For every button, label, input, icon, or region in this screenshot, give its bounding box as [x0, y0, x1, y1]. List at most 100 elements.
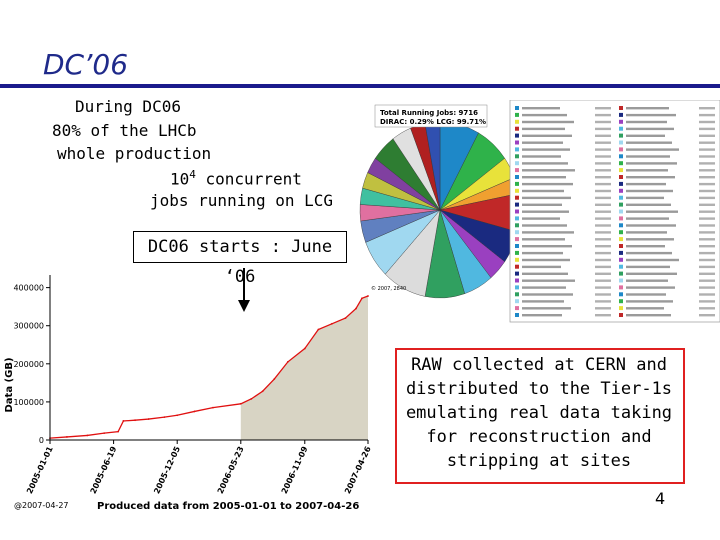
legend-swatch — [619, 244, 623, 248]
intro-exponent: 4 — [189, 168, 196, 181]
legend-value-mark — [595, 258, 611, 262]
legend-label-mark — [626, 127, 674, 131]
legend-value-mark — [595, 196, 611, 200]
intro-line-1: During DC06 — [75, 97, 181, 116]
legend-label-mark — [522, 217, 560, 220]
legend-swatch — [619, 147, 623, 152]
legend-value-mark — [699, 245, 715, 248]
legend-label-mark — [626, 203, 671, 206]
legend-value-mark — [595, 155, 611, 158]
legend-value-mark — [699, 189, 715, 193]
legend-value-mark — [699, 251, 715, 255]
legend-swatch — [515, 313, 519, 317]
y-tick-label: 0 — [39, 436, 44, 445]
legend-value-mark — [699, 238, 715, 241]
legend-value-mark — [595, 265, 611, 269]
legend-swatch — [619, 195, 623, 200]
title-rule — [0, 84, 720, 88]
legend-label-mark — [522, 155, 561, 158]
x-tick-label: 2006-11-09 — [280, 445, 310, 496]
legend-swatch — [515, 106, 519, 110]
legend-value-mark — [699, 203, 715, 206]
raw-note-box — [395, 348, 685, 484]
legend-label-mark — [626, 265, 670, 269]
legend-value-mark — [595, 148, 611, 151]
raw-note-line: emulating real data taking — [405, 403, 673, 423]
legend-value-mark — [595, 279, 611, 282]
produced-data-area — [240, 296, 368, 440]
x-tick-label: 2005-01-01 — [25, 445, 55, 496]
legend-value-mark — [595, 162, 611, 165]
legend-swatch — [619, 292, 623, 297]
legend-swatch — [515, 195, 519, 200]
legend-value-mark — [595, 238, 611, 241]
legend-value-mark — [699, 162, 715, 165]
pie-stamp: © 2007, 2840 — [371, 285, 406, 292]
legend-label-mark — [522, 196, 571, 200]
site-legend-rows — [515, 106, 715, 317]
legend-label-mark — [522, 258, 570, 262]
legend-swatch — [619, 209, 623, 214]
legend-label-mark — [522, 245, 572, 248]
legend-value-mark — [699, 293, 715, 296]
legend-value-mark — [699, 155, 715, 158]
legend-swatch — [619, 285, 623, 290]
intro-base: 10 — [170, 169, 190, 189]
pie-subtitle: DIRAC: 0.29% LCG: 99.71% — [380, 118, 486, 126]
intro-rest: concurrent — [195, 169, 302, 189]
legend-swatch — [619, 230, 623, 235]
legend-label-mark — [626, 272, 677, 275]
legend-label-mark — [522, 251, 563, 255]
legend-label-mark — [626, 217, 669, 220]
legend-value-mark — [699, 148, 715, 151]
legend-swatch — [515, 278, 519, 283]
legend-value-mark — [699, 134, 715, 137]
legend-swatch — [515, 223, 519, 228]
legend-label-mark — [626, 251, 672, 255]
legend-label-mark — [522, 238, 565, 241]
legend-label-mark — [626, 155, 670, 158]
y-tick-label: 400000 — [13, 284, 44, 293]
legend-value-mark — [699, 307, 715, 310]
legend-label-mark — [522, 107, 560, 110]
legend-swatch — [619, 140, 623, 145]
legend-label-mark — [626, 182, 666, 186]
legend-swatch — [619, 306, 623, 311]
legend-label-mark — [522, 307, 571, 310]
legend-swatch — [515, 285, 519, 290]
legend-value-mark — [699, 169, 715, 172]
legend-label-mark — [626, 189, 673, 193]
raw-note-line: RAW collected at CERN and — [411, 355, 667, 375]
x-tick-label: 2005-06-19 — [89, 445, 119, 496]
legend-label-mark — [522, 162, 568, 165]
legend-value-mark — [595, 203, 611, 206]
legend-value-mark — [595, 307, 611, 310]
legend-value-mark — [699, 196, 715, 200]
legend-label-mark — [522, 127, 565, 131]
legend-label-mark — [522, 210, 569, 213]
legend-label-mark — [522, 293, 573, 296]
legend-value-mark — [595, 217, 611, 220]
legend-value-mark — [595, 127, 611, 131]
legend-value-mark — [595, 120, 611, 124]
legend-value-mark — [595, 189, 611, 193]
raw-note-line: stripping at sites — [446, 451, 632, 471]
legend-value-mark — [699, 272, 715, 275]
running-jobs-pie — [359, 121, 521, 299]
legend-value-mark — [595, 107, 611, 110]
legend-value-mark — [595, 182, 611, 186]
legend-swatch — [619, 119, 623, 124]
legend-swatch — [515, 244, 519, 248]
legend-swatch — [515, 168, 519, 173]
legend-swatch — [515, 209, 519, 214]
legend-value-mark — [699, 127, 715, 131]
x-tick-label: 2006-05-23 — [216, 445, 246, 495]
intro-line-3: whole production — [57, 144, 212, 163]
legend-swatch — [515, 299, 519, 304]
legend-swatch — [619, 112, 623, 117]
legend-label-mark — [522, 231, 574, 234]
legend-swatch — [515, 216, 519, 221]
raw-note-text: RAW collected at CERN and distributed to… — [399, 353, 679, 473]
legend-label-mark — [522, 272, 568, 275]
pie-title: Total Running Jobs: 9716 — [380, 109, 478, 117]
